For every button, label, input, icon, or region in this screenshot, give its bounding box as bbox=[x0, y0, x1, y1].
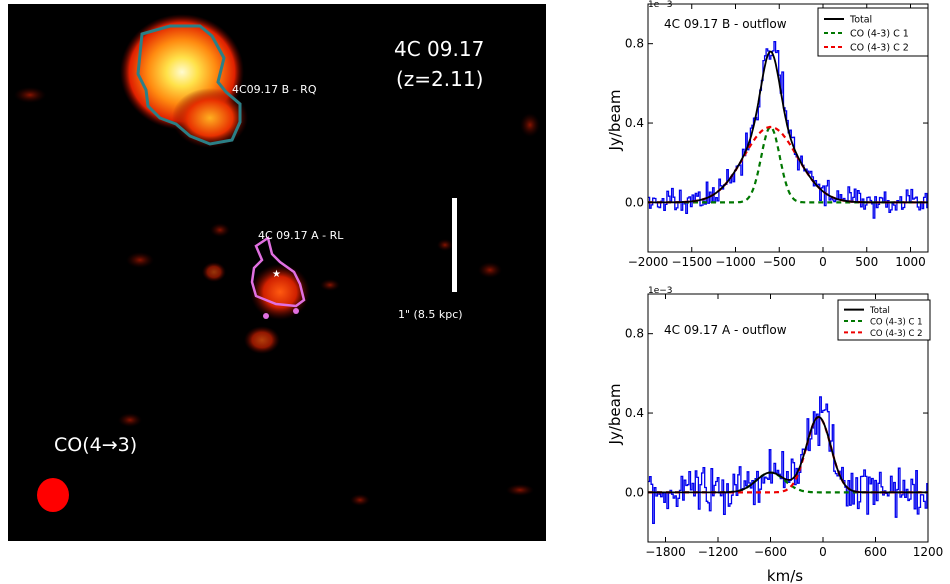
spectrum-top-panel: 1e−3 Jy/beam −2000 −1500 −1000 −500 0 500 1000… bbox=[606, 0, 929, 269]
legend-label: Total bbox=[869, 306, 890, 316]
x-tick-label: −1000 bbox=[715, 255, 756, 269]
y-tick-label: 0.8 bbox=[625, 327, 644, 341]
contour-dot bbox=[293, 308, 299, 314]
source-b-label: 4C09.17 B - RQ bbox=[232, 83, 317, 96]
x-tick-label: 0 bbox=[819, 255, 827, 269]
panel-annotation: 4C 09.17 A - outflow bbox=[664, 323, 787, 337]
legend-label: Total bbox=[849, 15, 872, 26]
y-axis-label-group: Jy/beam bbox=[606, 90, 624, 152]
spectrum-bottom-panel: 1e−3 Jy/beam km/s −1800 −1200 −600 0 600 1200… bbox=[606, 286, 944, 584]
x-tick-label: −1800 bbox=[645, 545, 686, 559]
plot-frame bbox=[647, 3, 929, 253]
y-tick-label: 0.0 bbox=[625, 195, 644, 209]
y-tick-label: 0.8 bbox=[625, 37, 644, 51]
legend-box bbox=[817, 7, 929, 57]
y-axis-label-group: Jy/beam bbox=[606, 384, 624, 446]
plot-frame bbox=[647, 293, 929, 543]
x-tick-label: 500 bbox=[855, 255, 878, 269]
x-axis-label: km/s bbox=[767, 567, 803, 584]
y-tick-label: 0.4 bbox=[625, 406, 644, 420]
co-map-panel: ★ 4C 09.17 (z=2.11) 4C09.17 B - RQ 4C 09… bbox=[8, 4, 546, 541]
x-tick-label: −600 bbox=[754, 545, 787, 559]
x-tick-label: −500 bbox=[763, 255, 796, 269]
x-tick-label: −1200 bbox=[698, 545, 739, 559]
contour-dot bbox=[263, 313, 269, 319]
source-a-contour bbox=[250, 235, 306, 308]
x-tick-label: 0 bbox=[819, 545, 827, 559]
source-b-contour bbox=[136, 24, 242, 146]
scale-bar bbox=[452, 198, 457, 292]
y-tick-label: 0.0 bbox=[625, 485, 644, 499]
star-marker: ★ bbox=[272, 269, 281, 280]
map-title-line1: 4C 09.17 bbox=[394, 37, 484, 61]
panel-annotation: 4C 09.17 B - outflow bbox=[664, 17, 787, 31]
total-fit-curve bbox=[648, 50, 928, 204]
y-exponent: 1e−3 bbox=[648, 0, 673, 10]
y-exponent: 1e−3 bbox=[648, 286, 673, 296]
map-title-line2: (z=2.11) bbox=[396, 67, 483, 91]
x-tick-label: 1200 bbox=[913, 545, 944, 559]
y-tick-label: 0.4 bbox=[625, 116, 644, 130]
x-tick-label: −1500 bbox=[671, 255, 712, 269]
legend-label: CO (4-3) C 2 bbox=[870, 329, 923, 339]
legend-label: CO (4-3) C 1 bbox=[870, 318, 923, 328]
x-tick-label: −2000 bbox=[628, 255, 669, 269]
x-tick-label: 1000 bbox=[895, 255, 926, 269]
x-tick-label: 600 bbox=[864, 545, 887, 559]
legend-label: CO (4-3) C 2 bbox=[850, 43, 909, 54]
scale-bar-label: 1" (8.5 kpc) bbox=[398, 308, 463, 321]
map-noise bbox=[14, 87, 540, 506]
beam-ellipse bbox=[37, 478, 69, 512]
source-a-label: 4C 09.17 A - RL bbox=[258, 229, 344, 242]
total-fit-curve bbox=[648, 415, 928, 494]
y-axis-label: Jy/beam bbox=[606, 90, 624, 152]
c1-component-curve bbox=[648, 125, 928, 204]
line-label: CO(4→3) bbox=[54, 434, 137, 456]
observed-spectrum bbox=[648, 396, 929, 525]
source-b-emission bbox=[120, 14, 248, 148]
legend-label: CO (4-3) C 1 bbox=[850, 29, 909, 40]
y-axis-label: Jy/beam bbox=[606, 384, 624, 446]
